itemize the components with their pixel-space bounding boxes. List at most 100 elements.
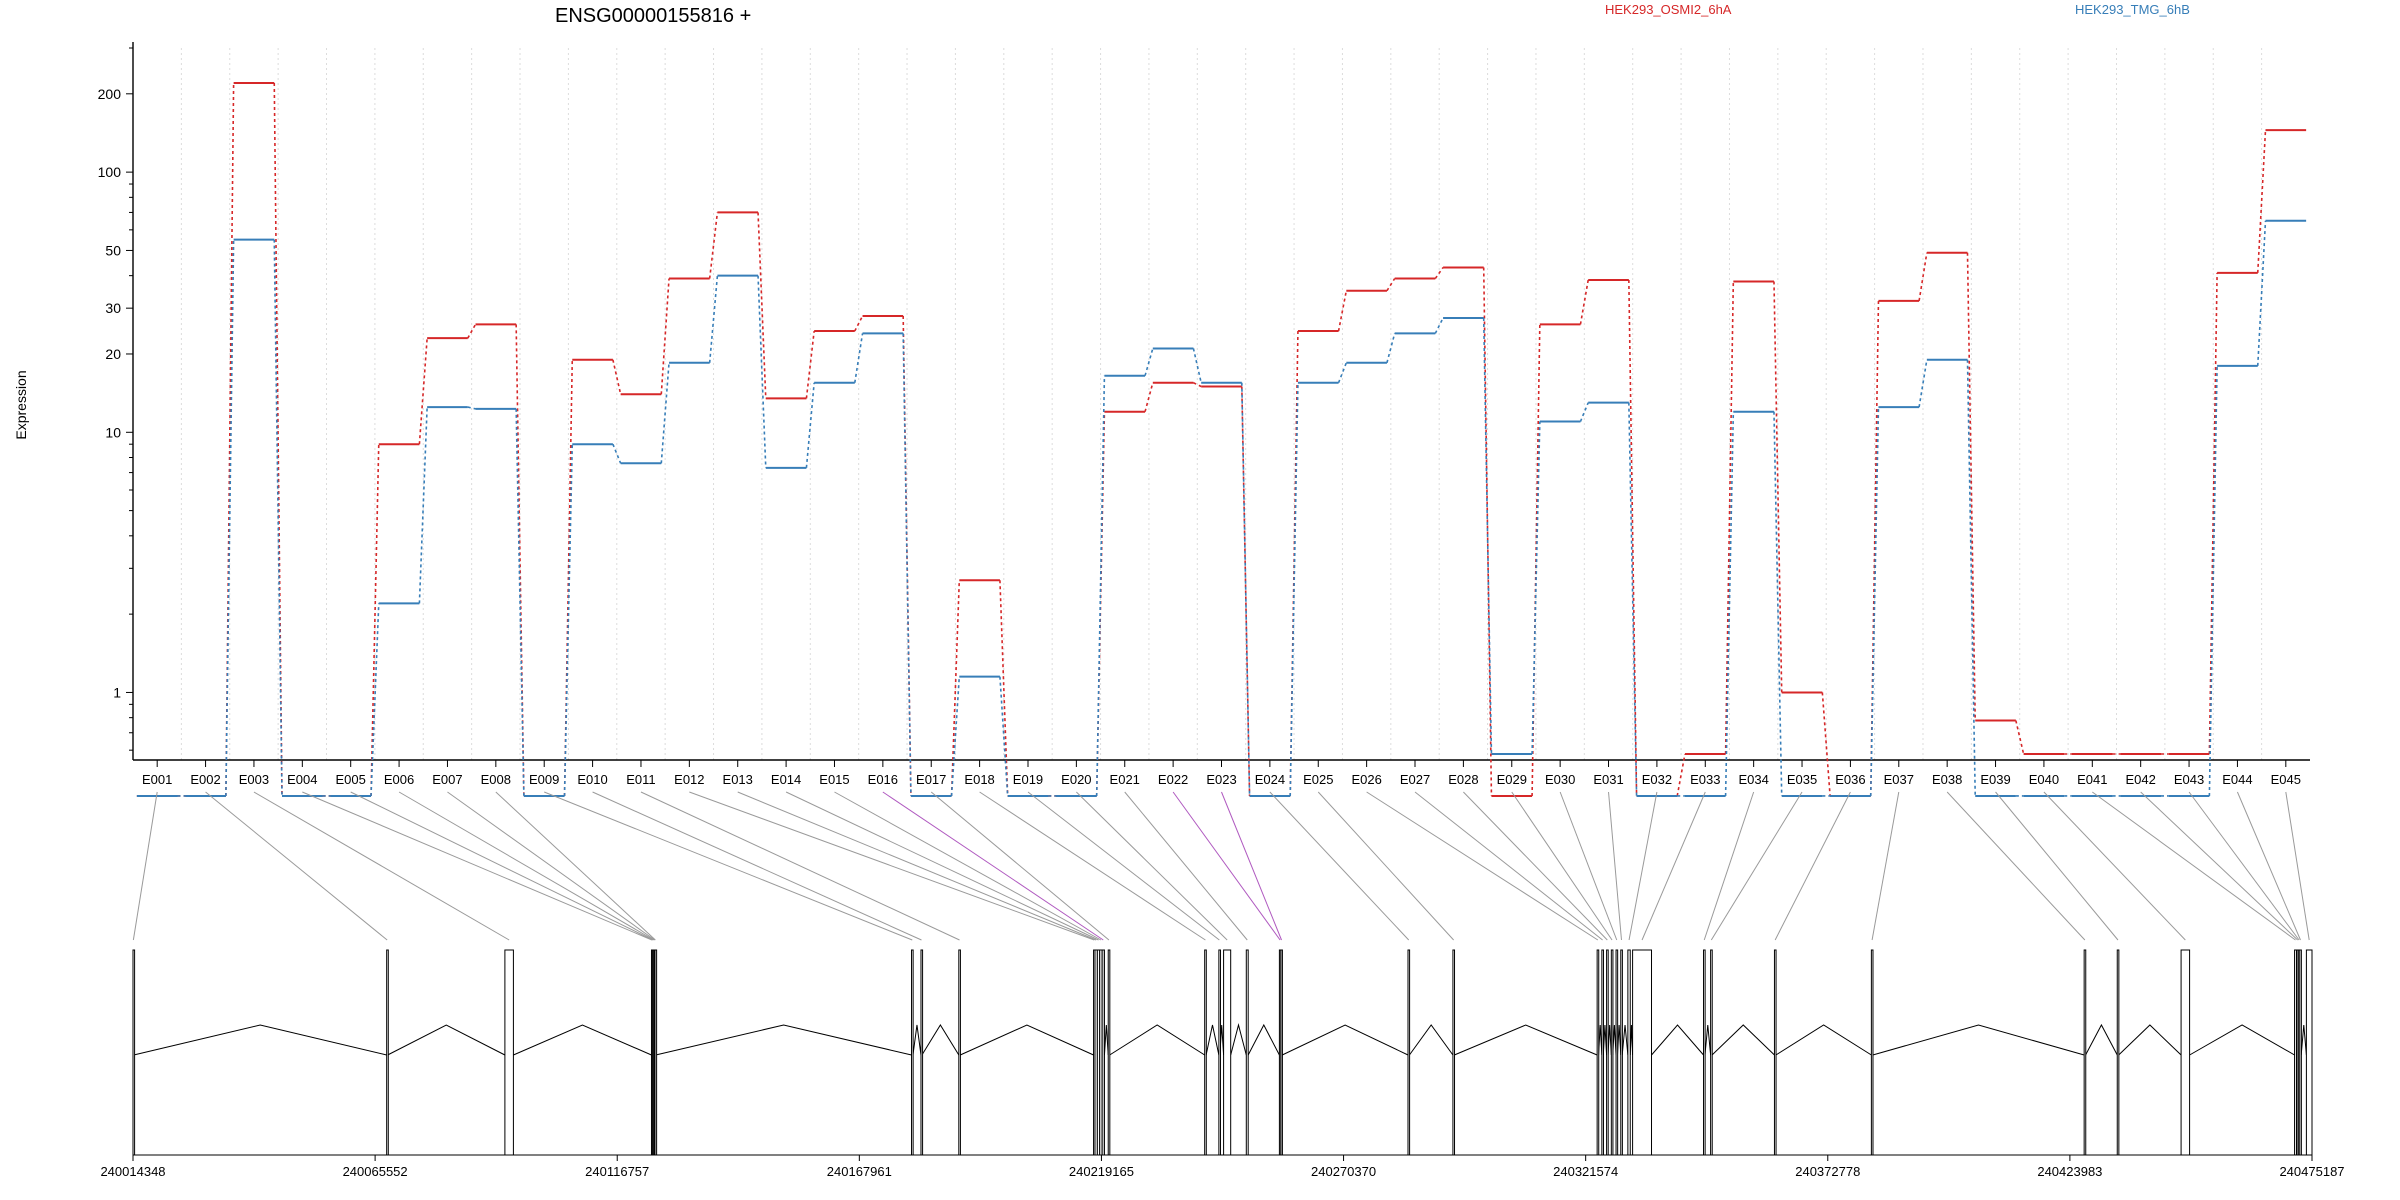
x-tick-label: E026	[1351, 772, 1381, 787]
x-tick-label: E006	[384, 772, 414, 787]
series-connector	[854, 315, 864, 332]
exon-connector-E020	[1076, 791, 1228, 941]
series-connector	[1724, 281, 1735, 755]
series-connector	[1918, 252, 1928, 301]
exon-box-E023	[1280, 949, 1283, 1156]
intron	[1872, 1024, 2085, 1056]
series-connector	[225, 83, 235, 796]
exon-connector-E043	[2188, 791, 2300, 941]
legend-entry-tmg: HEK293_TMG_6hB	[2075, 2, 2190, 17]
exon-box-E041	[2294, 949, 2297, 1156]
exon-connector-E014	[785, 791, 1099, 941]
x-tick-label: E023	[1206, 772, 1236, 787]
series-connector	[370, 444, 380, 796]
x-tick-label: E012	[674, 772, 704, 787]
exon-box-E010	[920, 949, 924, 1156]
exon-box-E024	[1407, 949, 1411, 1156]
x-tick-label: E027	[1400, 772, 1430, 787]
x-tick-label: E029	[1497, 772, 1527, 787]
series-connector	[805, 382, 815, 468]
exon-box-E018	[1204, 949, 1207, 1156]
x-tick-label: E014	[771, 772, 801, 787]
intron	[2300, 1024, 2307, 1056]
exon-connector-E030	[1559, 791, 1618, 941]
exon-connector-E045	[2285, 791, 2310, 941]
x-tick-label: E039	[1980, 772, 2010, 787]
intron	[1247, 1023, 1280, 1056]
series-connector	[1144, 382, 1154, 412]
x-tick-label: E003	[239, 772, 269, 787]
x-tick-label: E024	[1255, 772, 1285, 787]
series-connector	[950, 676, 961, 797]
x-tick-label: E044	[2222, 772, 2252, 787]
exon-connector-E007	[447, 791, 655, 941]
gene-model: 240014348 240065552 240116757 240167961 2402…	[100, 949, 2345, 1179]
x-tick-label: E038	[1932, 772, 1962, 787]
x-tick-label: E035	[1787, 772, 1817, 787]
exon-connector-E035	[1710, 791, 1803, 941]
exon-connector-E008	[495, 791, 656, 941]
exon-connector-E013	[737, 791, 1097, 941]
exon-connector-E004	[302, 791, 653, 941]
series-connector	[1241, 386, 1251, 796]
series-connector	[1386, 278, 1396, 292]
y-axis-label: Expression	[13, 370, 29, 439]
genomic-tick-label: 240372778	[1795, 1164, 1860, 1179]
x-tick-label: E031	[1593, 772, 1623, 787]
series-connector	[757, 275, 767, 468]
exon-box-E002	[386, 949, 389, 1156]
exon-connector-E028	[1463, 791, 1608, 941]
exon-box-E011	[958, 949, 961, 1156]
exon-box-E009	[911, 949, 914, 1156]
exon-box-E026	[1596, 949, 1600, 1156]
y-tick-label: 30	[105, 300, 121, 316]
exon-box-E017	[1107, 949, 1111, 1156]
series-connector	[1531, 421, 1541, 755]
exon-connector-E015	[834, 791, 1102, 941]
exon-connector-E025	[1317, 791, 1455, 941]
series-connector	[563, 444, 574, 796]
series-connector	[1482, 267, 1493, 796]
series-connector	[1337, 290, 1348, 332]
intron	[1103, 1024, 1109, 1056]
series-connector	[1289, 382, 1299, 796]
series-connector	[1773, 411, 1783, 796]
x-tick-label: E009	[529, 772, 559, 787]
exon-connector-E021	[1124, 791, 1248, 941]
series-connector	[1241, 382, 1251, 796]
exon-box-E036	[1773, 949, 1777, 1156]
exon-connector-E027	[1414, 791, 1603, 941]
intron	[921, 1024, 960, 1056]
x-tick-label: E013	[723, 772, 753, 787]
series-connector	[1434, 317, 1444, 334]
y-tick-label: 1	[113, 684, 121, 700]
intron	[1205, 1024, 1220, 1056]
x-tick-label: E001	[142, 772, 172, 787]
exon-connector-E011	[640, 791, 960, 941]
exon-connector-E042	[2140, 791, 2298, 941]
intron	[513, 1024, 652, 1056]
series-connector	[1918, 359, 1928, 408]
x-tick-label: E030	[1545, 772, 1575, 787]
intron	[1230, 1023, 1247, 1056]
x-tick-label: E004	[287, 772, 317, 787]
exon-connector-E009	[544, 791, 913, 941]
series-connector	[273, 239, 283, 796]
x-tick-label: E033	[1690, 772, 1720, 787]
exon-connector-E033	[1641, 791, 1706, 941]
series-connector	[1821, 692, 1831, 797]
x-tick-label: E021	[1110, 772, 1140, 787]
x-tick-label: E028	[1448, 772, 1478, 787]
series-connector	[515, 324, 525, 796]
exon-box-E003	[504, 949, 514, 1156]
exon-connector-E017	[930, 791, 1110, 941]
series-connector	[660, 278, 670, 395]
genomic-tick-label: 240423983	[2037, 1164, 2102, 1179]
y-tick-label: 10	[105, 424, 121, 440]
intron	[1711, 1024, 1775, 1056]
series-connector	[515, 408, 525, 796]
genomic-tick-label: 240014348	[100, 1164, 165, 1179]
x-tick-label: E037	[1884, 772, 1914, 787]
